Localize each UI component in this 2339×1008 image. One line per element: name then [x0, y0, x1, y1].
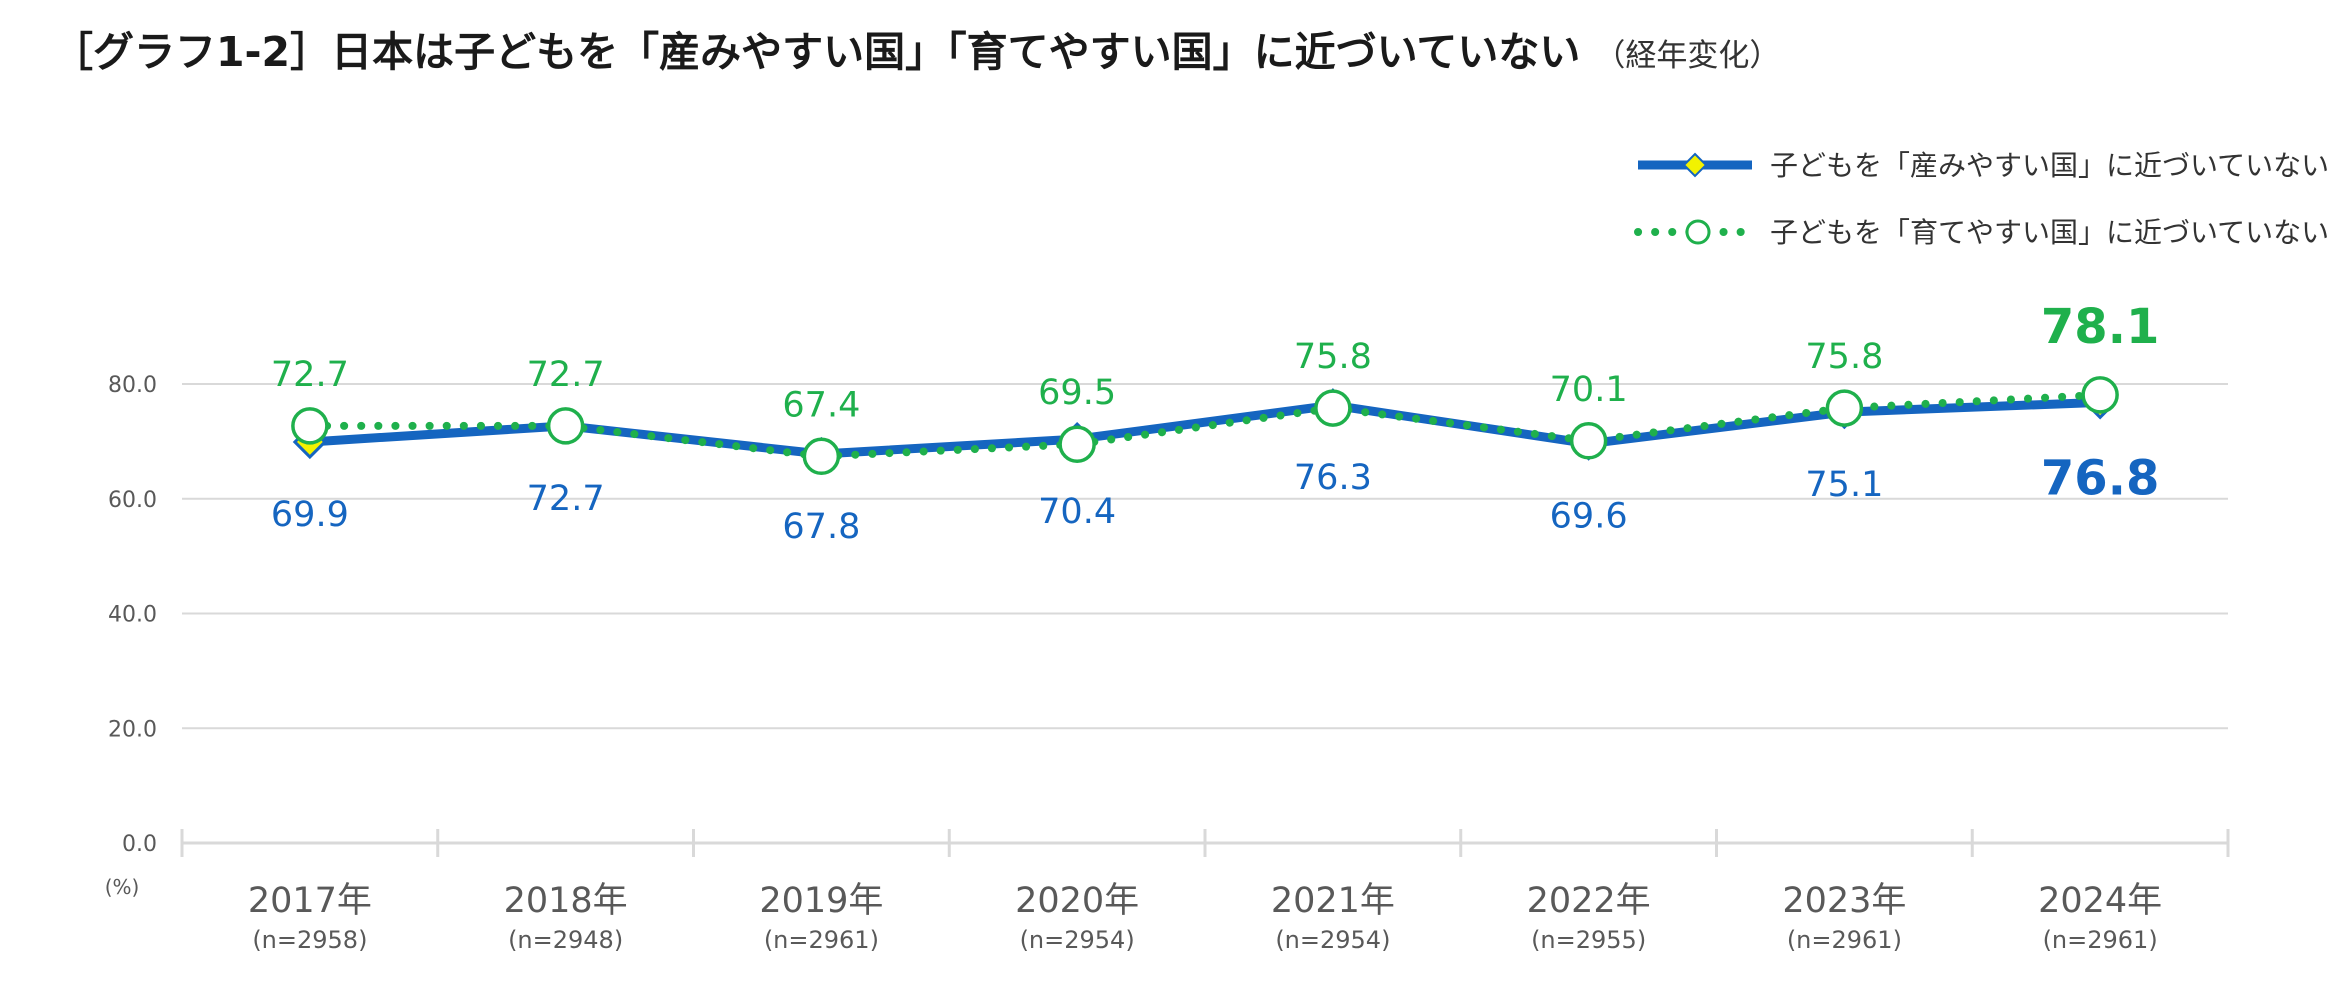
- x-tick-label: 2023年: [1782, 881, 1906, 921]
- x-tick-label: 2019年: [759, 881, 883, 921]
- data-label-umiyasui: 70.4: [1038, 492, 1116, 532]
- y-tick-label: 20.0: [108, 717, 157, 742]
- data-label-sodateyasui: 72.7: [527, 355, 605, 395]
- data-label-sodateyasui: 72.7: [271, 355, 349, 395]
- data-point-sodateyasui: [2081, 376, 2119, 414]
- data-point-sodateyasui: [1058, 425, 1096, 463]
- y-tick-label: 0.0: [122, 832, 157, 857]
- data-label-sodateyasui: 75.8: [1294, 337, 1372, 377]
- data-point-sodateyasui: [802, 437, 841, 476]
- data-label-sodateyasui: 67.4: [782, 385, 860, 425]
- y-tick-label: 60.0: [108, 488, 157, 513]
- data-label-umiyasui: 76.3: [1294, 458, 1372, 498]
- series-line-umiyasui: [309, 397, 2101, 459]
- x-tick-label: 2021年: [1271, 881, 1395, 921]
- x-tick-label: 2024年: [2038, 881, 2162, 921]
- chart-subtitle: （経年変化）: [1594, 38, 1781, 74]
- y-tick-label: 80.0: [108, 373, 157, 398]
- data-label-umiyasui: 72.7: [527, 479, 605, 519]
- data-point-sodateyasui: [546, 407, 585, 445]
- x-tick-sublabel: (n=2954): [1020, 926, 1135, 954]
- data-point-sodateyasui: [1314, 389, 1352, 427]
- x-tick-label: 2022年: [1527, 881, 1651, 921]
- data-label-sodateyasui: 70.1: [1550, 370, 1628, 410]
- legend-marker-sodateyasui: [1685, 219, 1711, 245]
- x-tick-label: 2017年: [248, 881, 372, 921]
- x-tick-sublabel: (n=2948): [508, 926, 623, 954]
- legend-label-sodateyasui: 子どもを「育てやすい国」に近づいていない: [1770, 216, 2329, 249]
- chart-title: ［グラフ1-2］日本は子どもを「産みやすい国」「育てやすい国」に近づいていない: [52, 28, 1581, 76]
- data-label-sodateyasui: 69.5: [1038, 373, 1116, 413]
- data-point-sodateyasui: [1569, 422, 1608, 460]
- data-label-sodateyasui: 78.1: [2041, 299, 2159, 355]
- data-label-umiyasui: 69.9: [271, 495, 349, 535]
- y-tick-label: 40.0: [108, 603, 157, 628]
- x-tick-label: 2018年: [504, 881, 628, 921]
- x-tick-sublabel: (n=2954): [1275, 926, 1390, 954]
- x-tick-sublabel: (n=2961): [2043, 926, 2158, 954]
- x-tick-sublabel: (n=2955): [1531, 926, 1646, 954]
- data-point-sodateyasui: [1825, 389, 1864, 427]
- legend-label-umiyasui: 子どもを「産みやすい国」に近づいていない: [1770, 149, 2329, 182]
- x-tick-sublabel: (n=2961): [1787, 926, 1902, 954]
- data-label-umiyasui: 76.8: [2041, 450, 2159, 506]
- data-label-umiyasui: 75.1: [1805, 465, 1883, 505]
- x-tick-label: 2020年: [1015, 881, 1139, 921]
- data-point-sodateyasui: [291, 407, 329, 445]
- chart-title-row: ［グラフ1-2］日本は子どもを「産みやすい国」「育てやすい国」に近づいていない （…: [52, 18, 1780, 78]
- legend-marker-umiyasui: [1682, 152, 1708, 178]
- x-tick-sublabel: (n=2961): [764, 926, 879, 954]
- x-tick-sublabel: (n=2958): [252, 926, 367, 954]
- data-label-umiyasui: 67.8: [782, 507, 860, 547]
- data-label-umiyasui: 69.6: [1550, 497, 1628, 537]
- data-label-sodateyasui: 75.8: [1805, 337, 1883, 377]
- y-axis-unit-label: (%): [105, 875, 140, 899]
